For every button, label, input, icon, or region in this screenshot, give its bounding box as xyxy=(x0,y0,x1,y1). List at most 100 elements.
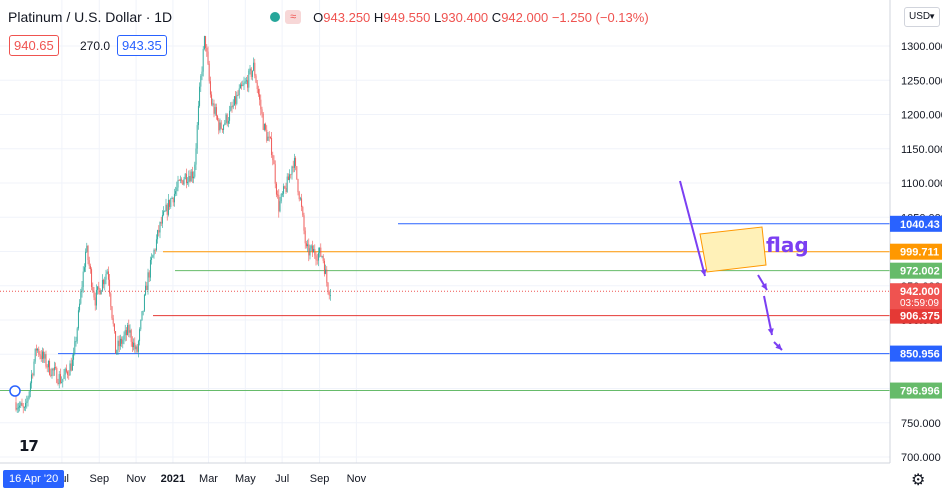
candle-body xyxy=(113,323,115,332)
candle-body xyxy=(163,211,165,216)
candle-body xyxy=(157,230,159,240)
level-price-label: 906.375 xyxy=(900,311,940,323)
candle-body xyxy=(267,136,269,141)
candle-body xyxy=(178,180,180,182)
candle-body xyxy=(287,176,289,181)
candle-body xyxy=(249,68,251,71)
candle-body xyxy=(188,176,190,182)
candle-body xyxy=(211,94,213,105)
arrow-head xyxy=(775,343,782,350)
candle-body xyxy=(40,355,42,360)
candle-body xyxy=(82,271,84,288)
candle-body xyxy=(213,103,215,114)
candle-body xyxy=(35,348,37,351)
candle-body xyxy=(190,171,192,182)
level-price-badge xyxy=(890,262,942,279)
candle-body xyxy=(250,68,252,77)
candle-body xyxy=(196,125,198,149)
candle-body xyxy=(255,75,257,83)
candle-body xyxy=(63,374,65,379)
candle-body xyxy=(225,114,227,123)
candle-body xyxy=(109,279,111,294)
candle-body xyxy=(200,76,202,87)
level-price-badge xyxy=(890,215,942,232)
arrow-line xyxy=(763,295,773,336)
candle-body xyxy=(320,247,322,257)
candle-body xyxy=(223,124,225,130)
candle-body xyxy=(117,340,119,351)
candle-body xyxy=(59,374,61,383)
candle-body xyxy=(304,230,306,244)
level-price-badge xyxy=(890,307,942,324)
candle-body xyxy=(81,287,83,292)
candle-body xyxy=(164,211,166,212)
buy-price-button[interactable]: 943.35 xyxy=(117,35,167,56)
candle-body xyxy=(45,354,47,367)
candle-body xyxy=(152,255,154,258)
candle-body xyxy=(37,348,39,351)
candle-body xyxy=(181,179,183,181)
candle-body xyxy=(15,402,17,410)
candle-body xyxy=(160,222,162,224)
time-tick-label: Nov xyxy=(347,473,367,485)
candle-body xyxy=(69,363,71,376)
candle-body xyxy=(321,256,323,257)
candle-body xyxy=(194,164,196,177)
currency-select[interactable]: USD ▼ xyxy=(904,7,940,27)
candle-body xyxy=(25,402,27,408)
candle-body xyxy=(171,197,173,199)
candle-body xyxy=(41,351,43,360)
candle-body xyxy=(215,107,217,116)
candle-body xyxy=(298,192,300,200)
candle-body xyxy=(254,62,256,76)
flag-label: flag xyxy=(766,233,809,257)
level-price-label: 999.711 xyxy=(900,247,939,259)
candle-body xyxy=(104,279,106,285)
candle-body xyxy=(134,342,136,350)
candle-body xyxy=(97,286,99,290)
candle-body xyxy=(173,193,175,203)
candle-body xyxy=(137,341,139,352)
sell-price-button[interactable]: 940.65 xyxy=(9,35,59,56)
chevron-down-icon: ▼ xyxy=(928,12,936,21)
price-tick-label: 750.000 xyxy=(901,418,941,430)
price-tick-label: 1200.000 xyxy=(901,110,942,122)
candle-body xyxy=(299,198,301,200)
candle-body xyxy=(273,160,275,165)
candle-body xyxy=(319,247,321,253)
candle-body xyxy=(167,199,169,215)
candle-body xyxy=(238,88,240,95)
candle-body xyxy=(52,368,54,371)
candle-body xyxy=(243,82,245,85)
candle-body xyxy=(111,306,113,319)
candle-body xyxy=(286,176,288,192)
candle-body xyxy=(251,70,253,77)
candle-body xyxy=(303,215,305,231)
candle-body xyxy=(241,84,243,87)
gear-icon[interactable]: ⚙ xyxy=(911,472,926,489)
candle-body xyxy=(121,338,123,344)
candle-body xyxy=(236,94,238,104)
candle-body xyxy=(280,194,282,202)
candle-body xyxy=(179,179,181,181)
candle-body xyxy=(328,292,330,296)
candle-body xyxy=(293,158,295,168)
candle-body xyxy=(77,310,79,329)
candle-body xyxy=(143,294,145,311)
symbol-title[interactable]: Platinum / U.S. Dollar · 1D xyxy=(8,9,173,25)
candle-body xyxy=(51,368,53,376)
candle-body xyxy=(17,407,19,409)
candle-body xyxy=(177,180,179,188)
candle-body xyxy=(218,119,220,131)
countdown-label: 03:59:09 xyxy=(900,298,939,309)
candle-body xyxy=(133,342,135,348)
candle-body xyxy=(71,359,73,371)
indicator-icon[interactable]: ≈ xyxy=(285,10,302,24)
candle-body xyxy=(151,257,153,260)
tradingview-logo: 17 xyxy=(19,437,39,455)
candle-body xyxy=(147,272,149,290)
candle-body xyxy=(325,269,327,274)
candle-body xyxy=(68,374,70,376)
candle-body xyxy=(316,259,318,261)
